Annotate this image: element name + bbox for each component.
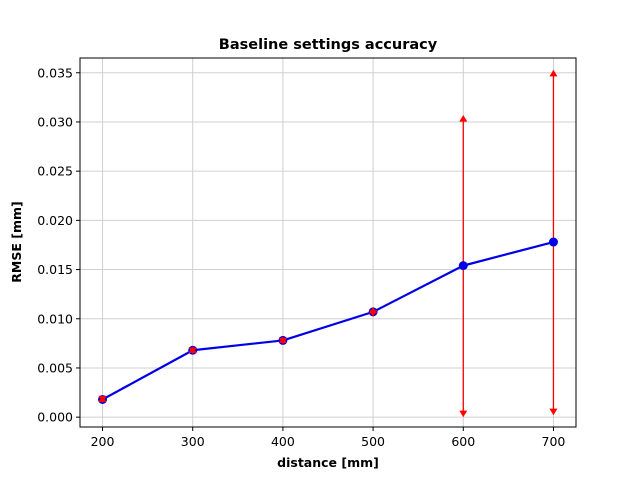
error-cap-lower (278, 337, 287, 345)
axis-ticks: 200 300 400 500 600 700 0.000 0.005 0.010 0.015 0.… (37, 65, 565, 449)
y-tick-label: 0.020 (37, 213, 73, 228)
y-tick-label: 0.005 (37, 360, 73, 375)
series-layer (98, 69, 558, 418)
y-axis-label: RMSE [mm] (9, 201, 24, 282)
x-tick-label: 700 (542, 434, 566, 449)
chart-title: Baseline settings accuracy (219, 37, 438, 53)
y-tick-label: 0.025 (37, 164, 73, 179)
error-cap-lower (549, 408, 558, 416)
x-axis-label: distance [mm] (277, 455, 379, 470)
error-cap-lower (369, 310, 378, 317)
error-cap-upper (459, 115, 468, 122)
x-tick-label: 400 (271, 434, 295, 449)
error-cap-lower (188, 347, 197, 355)
x-tick-label: 500 (361, 434, 385, 449)
y-tick-label: 0.035 (37, 65, 73, 80)
x-tick-label: 600 (451, 434, 475, 449)
data-point (458, 261, 468, 271)
y-tick-label: 0.000 (37, 410, 73, 425)
error-cap-upper (549, 69, 558, 77)
y-tick-label: 0.015 (37, 262, 73, 277)
series-line (102, 240, 554, 401)
x-tick-label: 300 (181, 434, 205, 449)
error-cap-lower (98, 395, 107, 403)
plot-frame (79, 57, 577, 428)
y-tick-label: 0.010 (37, 311, 73, 326)
error-cap-lower (459, 410, 468, 418)
plot-border (79, 57, 577, 428)
x-tick-label: 200 (91, 434, 115, 449)
y-tick-label: 0.030 (37, 114, 73, 129)
data-point (548, 237, 558, 247)
